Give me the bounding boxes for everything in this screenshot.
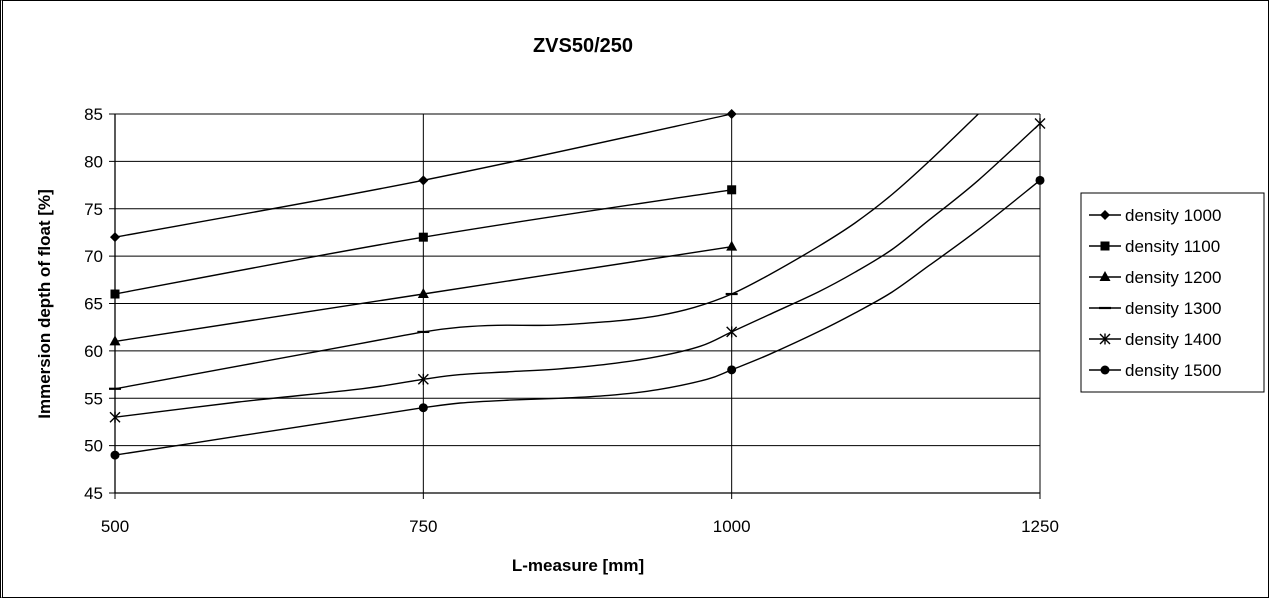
series-density-1500 [110,175,1045,460]
series-density-1300 [109,113,979,390]
series-density-1100 [110,185,737,299]
legend-label: density 1400 [1125,330,1221,349]
legend-marker [1099,271,1111,281]
legend-label: density 1300 [1125,299,1221,318]
data-point [726,326,738,338]
series-density-1000 [110,109,737,243]
series-layer [109,109,1046,460]
y-tick-label: 60 [84,342,103,361]
legend-box [1080,192,1265,393]
legend-item: density 1200 [1089,268,1221,287]
legend-marker [1100,210,1110,220]
data-point [110,289,120,299]
legend-item: density 1400 [1089,330,1221,349]
data-point [1035,175,1045,185]
legend-item: density 1100 [1089,237,1220,256]
y-tick-label: 65 [84,295,103,314]
y-tick-label: 75 [84,200,103,219]
x-tick-label: 500 [101,517,129,536]
data-point [109,335,121,346]
legend-label: density 1000 [1125,206,1221,225]
series-density-1200 [109,240,738,346]
y-tick-label: 85 [84,105,103,124]
data-point [1034,117,1046,129]
data-point [110,450,120,460]
data-point [418,175,429,186]
legend-marker [1100,365,1110,375]
y-axis-label: Immersion depth of float [%] [35,189,54,419]
x-tick-label: 1000 [713,517,751,536]
data-point [109,411,121,423]
legend-item: density 1300 [1089,299,1221,318]
y-tick-label: 45 [84,484,103,503]
series-line [115,122,1041,418]
data-point [110,232,120,243]
legend-marker [1100,241,1110,251]
chart-title: ZVS50/250 [533,35,633,57]
series-line [115,113,979,390]
data-point [418,403,428,413]
y-tick-label: 55 [84,389,103,408]
y-tick-label: 80 [84,152,103,171]
legend-label: density 1200 [1125,268,1221,287]
legend-marker [1099,333,1111,345]
legend-item: density 1500 [1089,361,1221,380]
data-point [727,185,737,195]
x-tick-label: 1250 [1021,517,1059,536]
data-point [726,240,738,251]
y-tick-label: 70 [84,247,103,266]
data-point [418,232,428,242]
legend: density 1000 density 1100 density 1200 dens… [1080,192,1265,393]
x-tick-label: 750 [409,517,437,536]
grid-layer [114,113,1041,494]
series-line [115,179,1041,456]
series-density-1400 [109,117,1046,423]
data-point [726,109,737,119]
data-point [417,288,429,299]
legend-item: density 1000 [1089,206,1221,225]
axis-layer: 45 50 55 60 65 70 75 80 85 500 750 1000 1250 [84,105,1059,536]
data-point [727,365,737,375]
x-axis-label: L-measure [mm] [512,556,644,575]
y-tick-label: 50 [84,437,103,456]
legend-label: density 1100 [1125,237,1220,256]
data-point [417,373,429,385]
legend-label: density 1500 [1125,361,1221,380]
